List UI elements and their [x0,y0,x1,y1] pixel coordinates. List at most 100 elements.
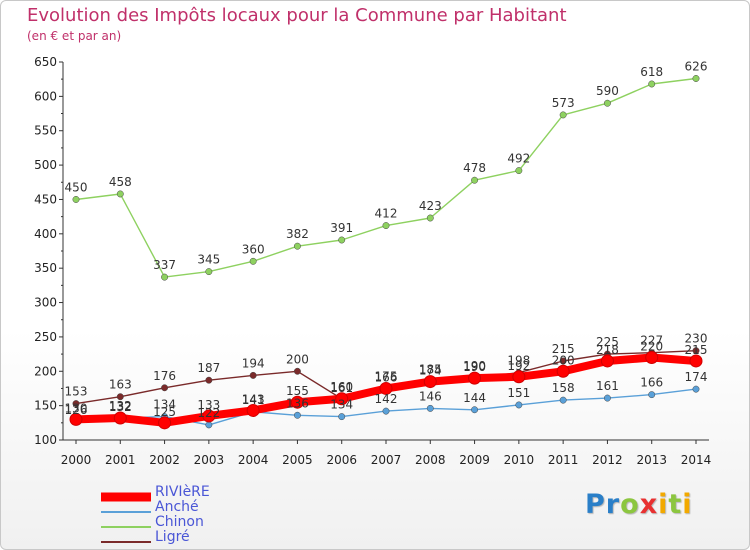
data-label: 122 [197,406,220,420]
data-label: 450 [65,180,88,194]
chart-subtitle: (en € et par an) [27,29,122,43]
y-tick-label: 500 [34,158,57,172]
data-point [158,416,172,430]
data-label-overlay: 200 [552,353,575,367]
y-tick-label: 650 [34,55,57,69]
data-point [161,273,169,281]
axes: 100 150 200 250 300 350 400 450 500 550 600 650 2000… [34,55,711,467]
x-tick-label: 2011 [548,453,579,467]
logo-letter: r [605,489,621,520]
y-tick-label: 600 [34,89,57,103]
data-label: 132 [109,399,132,413]
data-label: 144 [463,391,486,405]
y-tick-label: 350 [34,261,57,275]
data-point [559,357,567,365]
data-label: 423 [419,199,442,213]
legend-swatch-ligre [101,541,151,543]
data-point [335,392,349,406]
data-label: 590 [596,84,619,98]
data-label: 163 [109,378,132,392]
data-point [161,384,169,392]
data-point [471,406,479,414]
data-label-overlay: 174 [419,364,442,378]
data-point [559,396,567,404]
logo-letter: i [682,489,693,520]
data-label: 194 [242,356,265,370]
data-label: 478 [463,161,486,175]
data-label: 153 [65,385,88,399]
series-layer [69,75,703,430]
logo-letter: t [668,489,683,520]
data-point [116,393,124,401]
data-label: 134 [153,398,176,412]
x-tick-label: 2003 [194,453,225,467]
data-label: 161 [596,379,619,393]
legend-label-chinon: Chinon [155,514,204,530]
data-label: 412 [375,207,398,221]
data-point [648,80,656,88]
x-tick-label: 2010 [504,453,535,467]
proxiti-logo: Proxiti [585,489,693,520]
chart-title: Evolution des Impôts locaux pour la Comm… [27,5,567,26]
data-label-overlay: 215 [685,343,708,357]
data-point [692,385,700,393]
data-label: 174 [685,370,708,384]
x-tick-label: 2002 [149,453,180,467]
data-point [426,404,434,412]
data-point [293,411,301,419]
data-point [689,354,703,368]
x-tick-label: 2008 [415,453,446,467]
data-point [600,354,614,368]
data-point [72,196,80,203]
x-tick-label: 2000 [61,453,92,467]
data-point [468,371,482,385]
data-label: 626 [685,59,708,73]
data-point [556,364,570,378]
data-label-overlay: 190 [463,360,486,374]
data-point [290,395,304,409]
data-point [293,242,301,250]
data-label: 215 [552,342,575,356]
data-label: 187 [197,361,220,375]
data-label: 190 [463,359,486,373]
data-point [692,347,700,355]
data-label: 160 [330,380,353,394]
data-point [293,367,301,375]
data-label-overlay: 161 [330,381,353,395]
data-label-overlay: 132 [109,400,132,414]
x-tick-label: 2005 [282,453,313,467]
data-point [603,394,611,402]
data-label: 230 [685,332,708,346]
data-point [382,407,390,415]
data-label: 126 [65,403,88,417]
data-point [116,190,124,198]
data-point [515,401,523,409]
data-label-overlay: 192 [507,359,530,373]
data-label-overlay: 155 [286,384,309,398]
x-tick-label: 2004 [238,453,269,467]
y-tick-label: 300 [34,296,57,310]
logo-letter: P [585,489,606,520]
data-label-overlay: 133 [197,398,220,412]
x-tick-label: 2009 [459,453,490,467]
data-label: 345 [197,253,220,267]
data-point [205,421,213,429]
data-point [426,214,434,222]
data-label: 166 [640,376,663,390]
y-tick-label: 100 [34,433,57,447]
data-point [515,167,523,175]
data-label-overlay: 143 [242,392,265,406]
data-label-overlay: 125 [153,405,176,419]
data-label-overlay: 218 [596,343,619,357]
data-label: 360 [242,242,265,256]
data-label: 227 [640,334,663,348]
data-point [692,75,700,82]
data-label: 141 [242,393,265,407]
data-point [249,257,257,265]
logo-letter: o [620,489,640,520]
y-tick-label: 150 [34,399,57,413]
data-point [423,375,437,389]
